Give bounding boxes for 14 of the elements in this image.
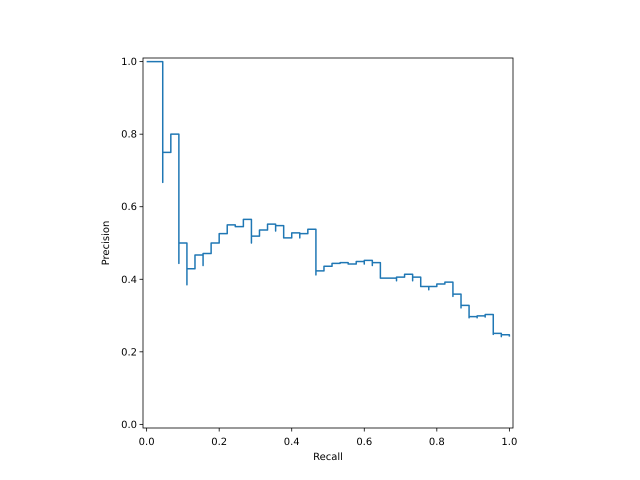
y-tick-label: 0.0 [121,420,137,431]
x-tick-label: 1.0 [501,437,518,448]
x-tick-label: 0.6 [356,437,372,448]
x-tick-label: 0.4 [284,437,300,448]
y-tick-label: 0.8 [121,130,137,141]
y-tick-label: 0.2 [121,347,137,358]
y-tick-label: 1.0 [121,57,137,68]
y-tick-label: 0.6 [121,202,137,214]
x-axis-title: Recall [313,452,343,463]
x-tick-label: 0.0 [138,437,155,448]
y-axis-title: Precision [101,220,112,266]
y-tick-label: 0.4 [121,274,137,286]
x-tick-label: 0.2 [211,437,228,448]
x-tick-label: 0.8 [428,437,445,448]
